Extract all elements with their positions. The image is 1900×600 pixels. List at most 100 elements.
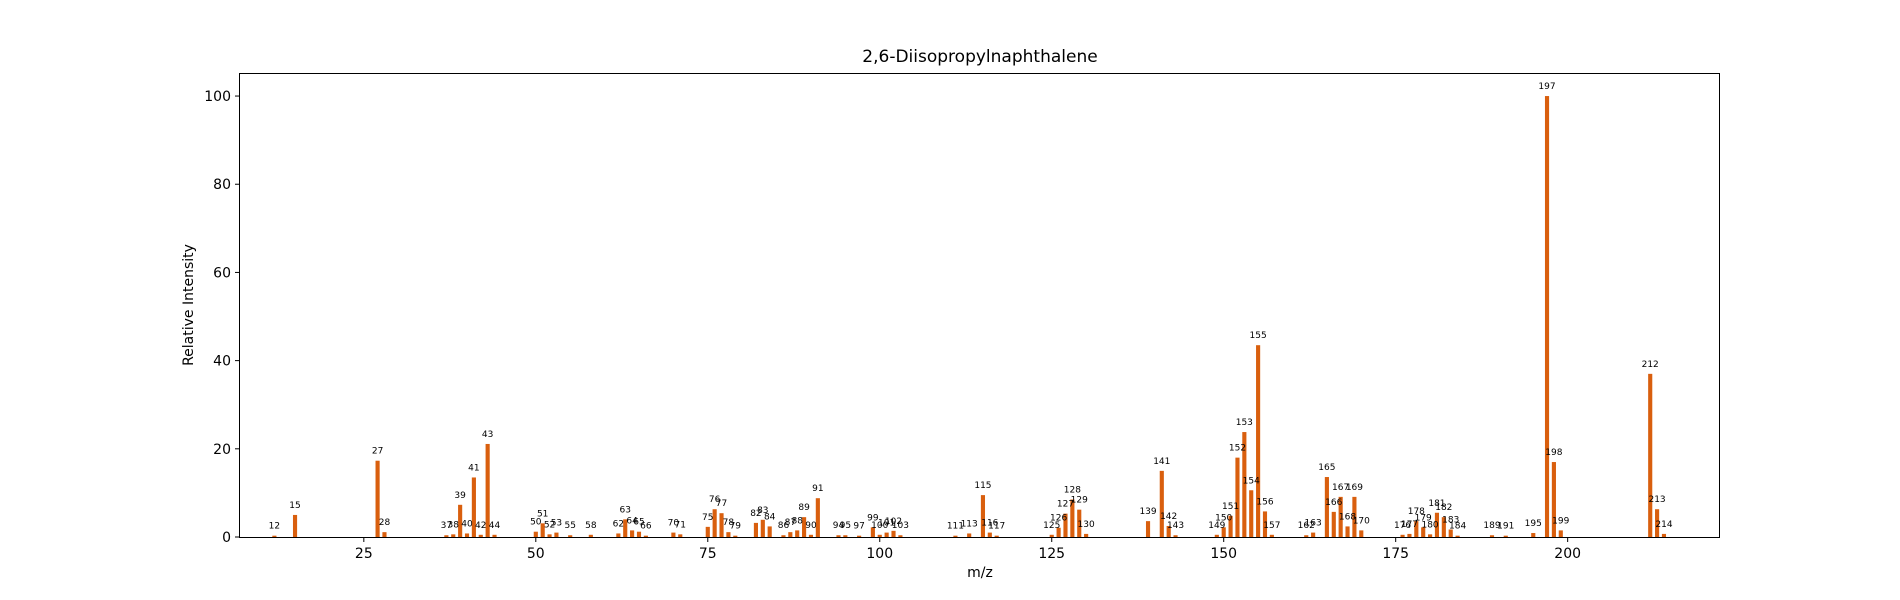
bar-mz-97 — [857, 535, 862, 537]
bar-mz-117 — [994, 535, 999, 537]
bar-mz-79 — [733, 535, 738, 537]
peak-label-mz-183: 183 — [1442, 516, 1459, 526]
peak-label-mz-199: 199 — [1552, 516, 1569, 526]
x-tick-label: 25 — [355, 546, 373, 562]
bar-mz-156 — [1262, 511, 1268, 537]
bar-mz-170 — [1359, 530, 1364, 537]
peak-label-mz-55: 55 — [564, 521, 575, 531]
bar-mz-151 — [1228, 515, 1233, 537]
bar-mz-178 — [1414, 521, 1419, 537]
peak-label-mz-82: 82 — [750, 509, 761, 519]
peak-label-mz-102: 102 — [885, 517, 902, 527]
bar-mz-86 — [781, 535, 786, 537]
peak-label-mz-88: 88 — [791, 516, 803, 526]
bar-mz-141 — [1159, 470, 1164, 537]
bar-mz-76 — [712, 509, 717, 537]
peak-label-mz-43: 43 — [482, 430, 493, 440]
bar-mz-143 — [1173, 535, 1178, 537]
bar-mz-84 — [767, 526, 772, 537]
x-axis-ticks: 25 50 75 100 125 150 175 200 — [355, 537, 1581, 562]
bar-mz-126 — [1056, 527, 1061, 537]
bar-mz-99 — [870, 527, 875, 537]
bar-mz-127 — [1063, 513, 1068, 537]
peak-label-mz-78: 78 — [723, 518, 735, 528]
peak-label-mz-162: 162 — [1298, 521, 1315, 531]
chart-title: 2,6-Diisopropylnaphthalene — [862, 47, 1097, 67]
peak-label-mz-143: 143 — [1167, 521, 1184, 531]
bar-mz-129 — [1077, 509, 1082, 537]
peak-label-mz-170: 170 — [1353, 516, 1370, 526]
bar-mz-42 — [478, 534, 483, 537]
bar-mz-139 — [1145, 521, 1151, 537]
peak-label-mz-70: 70 — [668, 519, 680, 529]
bar-mz-65 — [636, 531, 642, 537]
y-tick-label: 80 — [213, 177, 231, 193]
bar-mz-198 — [1551, 462, 1556, 537]
bar-mz-179 — [1421, 527, 1426, 537]
peak-label-mz-197: 197 — [1538, 82, 1555, 92]
bar-mz-130 — [1084, 533, 1089, 537]
y-tick-label: 60 — [213, 265, 231, 281]
bar-mz-167 — [1338, 496, 1343, 537]
bar-mz-165 — [1324, 477, 1329, 537]
bar-mz-41 — [471, 477, 476, 537]
peak-label-mz-166: 166 — [1325, 498, 1342, 508]
bar-mz-111 — [953, 535, 958, 537]
peak-label-mz-28: 28 — [379, 518, 391, 528]
bar-mz-155 — [1256, 345, 1261, 537]
peak-label-mz-213: 213 — [1648, 495, 1665, 505]
bar-mz-89 — [802, 517, 807, 537]
plot-frame — [239, 73, 1720, 538]
peak-label-mz-157: 157 — [1263, 521, 1280, 531]
peak-label-mz-116: 116 — [981, 519, 998, 529]
bar-mz-103 — [898, 535, 903, 537]
bar-mz-100 — [877, 534, 882, 537]
bar-mz-195 — [1531, 533, 1536, 537]
y-tick-label: 100 — [204, 89, 231, 105]
peak-label-mz-163: 163 — [1305, 519, 1322, 529]
peak-label-mz-71: 71 — [675, 520, 686, 530]
peak-label-mz-177: 177 — [1401, 520, 1418, 530]
bar-mz-88 — [795, 530, 800, 537]
peak-label-mz-181: 181 — [1428, 499, 1445, 509]
peak-label-mz-87: 87 — [785, 518, 796, 528]
bar-mz-90 — [808, 534, 814, 537]
bar-mz-176 — [1400, 534, 1405, 537]
x-tick-label: 200 — [1554, 546, 1581, 562]
bar-mz-39 — [458, 504, 463, 537]
peak-label-mz-42: 42 — [475, 521, 486, 531]
bar-mz-87 — [788, 532, 793, 537]
peak-label-mz-150: 150 — [1215, 513, 1232, 523]
peak-label-mz-212: 212 — [1642, 360, 1659, 370]
bar-mz-37 — [444, 535, 449, 537]
peak-label-mz-167: 167 — [1332, 483, 1349, 493]
peak-label-mz-75: 75 — [702, 513, 713, 523]
bar-mz-183 — [1448, 529, 1453, 537]
peak-label-mz-50: 50 — [530, 518, 542, 528]
bar-mz-149 — [1214, 534, 1219, 537]
peak-label-mz-141: 141 — [1153, 457, 1170, 467]
bar-mz-163 — [1311, 532, 1316, 537]
peak-label-mz-180: 180 — [1421, 520, 1438, 530]
bar-mz-177 — [1407, 533, 1412, 537]
peak-label-mz-127: 127 — [1057, 500, 1074, 510]
bar-mz-95 — [843, 535, 848, 537]
y-tick-label: 20 — [213, 442, 231, 458]
peak-label-mz-79: 79 — [730, 522, 742, 532]
peak-label-mz-189: 189 — [1483, 521, 1500, 531]
peak-label-mz-58: 58 — [585, 521, 597, 531]
bar-mz-28 — [382, 532, 387, 537]
peak-label-mz-149: 149 — [1208, 521, 1225, 531]
peak-label-mz-86: 86 — [778, 521, 790, 531]
bar-mz-142 — [1166, 525, 1171, 537]
bar-mz-38 — [451, 534, 456, 537]
peak-label-mz-77: 77 — [716, 499, 727, 509]
y-axis-label: Relative Intensity — [181, 244, 197, 366]
bar-mz-101 — [884, 532, 889, 537]
y-tick-label: 0 — [222, 530, 231, 546]
bar-mz-116 — [987, 532, 992, 537]
bar-mz-157 — [1269, 534, 1274, 537]
peak-label-mz-53: 53 — [551, 519, 562, 529]
